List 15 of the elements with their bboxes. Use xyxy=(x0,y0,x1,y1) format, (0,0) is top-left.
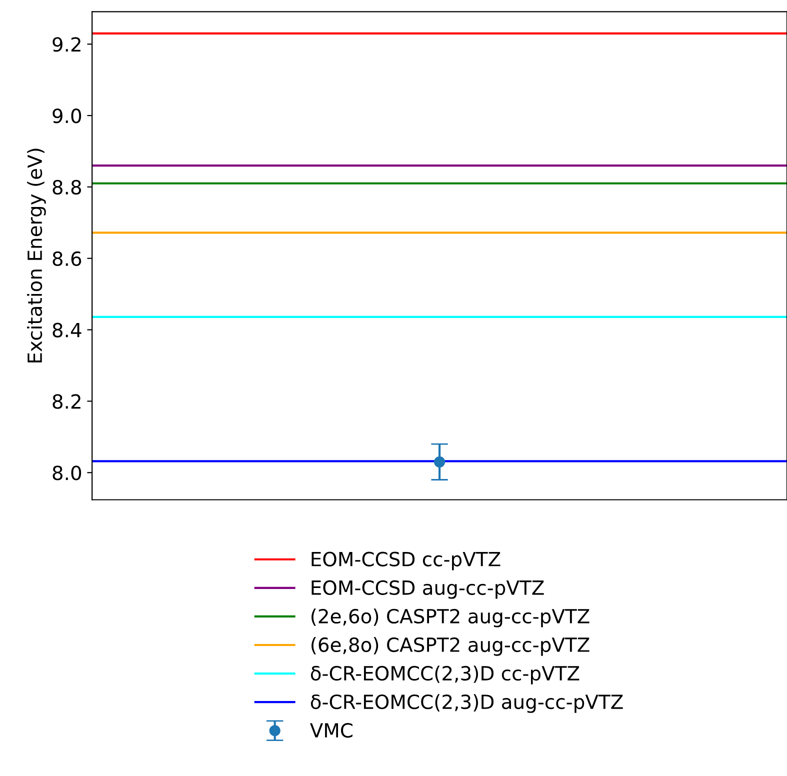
y-tick-label: 9.2 xyxy=(52,37,80,52)
y-tick-label: 8.2 xyxy=(52,394,80,409)
y-tick-label: 8.4 xyxy=(52,322,82,338)
legend-label: EOM-CCSD cc-pVTZ xyxy=(312,552,500,570)
legend-label: EOM-CCSD aug-cc-pVTZ xyxy=(312,580,544,599)
y-axis-title: Excitation Energy (eV) xyxy=(27,148,46,362)
y-tick-label: 9.0 xyxy=(52,108,82,124)
y-tick-label: 8.0 xyxy=(52,466,82,480)
legend-label: (6e,8o) CASPT2 aug-cc-pVTZ xyxy=(312,637,590,656)
legend-label: δ-CR-EOMCC(2,3)D cc-pVTZ xyxy=(310,666,580,684)
legend-label: VMC xyxy=(310,723,352,738)
legend-label: (2e,6o) CASPT2 aug-cc-pVTZ xyxy=(312,608,590,628)
legend-label: δ-CR-EOMCC(2,3)D aug-cc-pVTZ xyxy=(310,694,623,713)
y-tick-label: 8.8 xyxy=(52,180,82,195)
y-tick-label: 8.6 xyxy=(52,251,82,266)
